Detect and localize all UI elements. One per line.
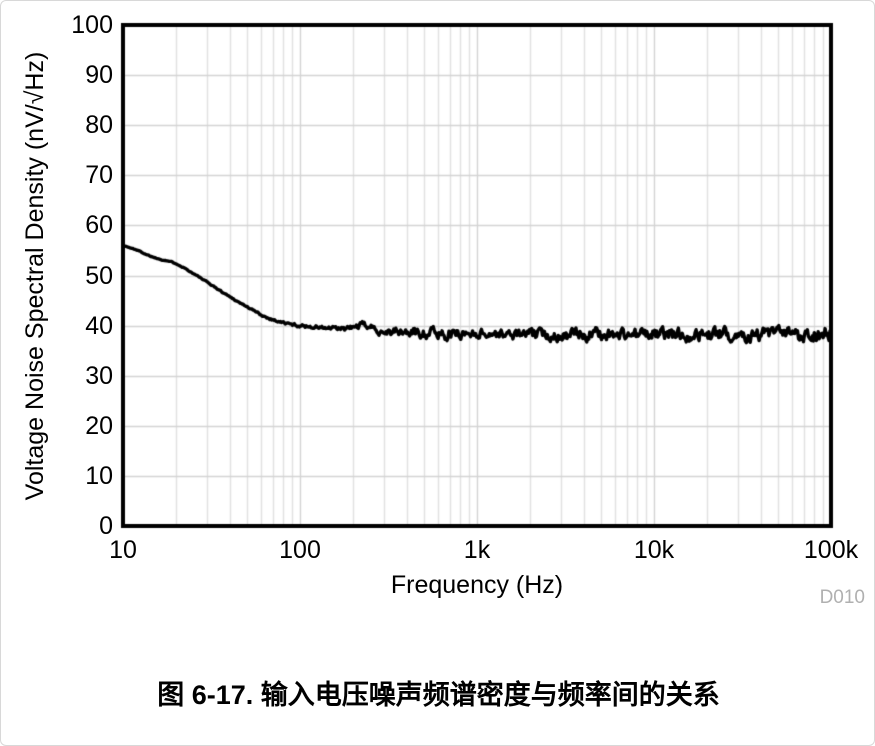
y-tick-100: 100: [71, 11, 113, 39]
figure-caption-number: 图 6-17.: [157, 680, 254, 710]
y-tick-90: 90: [85, 61, 113, 90]
figure-caption: 图 6-17. 输入电压噪声频谱密度与频率间的关系: [1, 673, 874, 712]
y-tick-60: 60: [85, 211, 113, 240]
x-tick-100k: 100k: [803, 536, 859, 564]
x-tick-10: 10: [109, 536, 137, 564]
x-tick-100: 100: [279, 536, 321, 564]
y-tick-80: 80: [85, 111, 113, 140]
y-tick-0: 0: [99, 512, 113, 540]
x-tick-10k: 10k: [633, 536, 675, 564]
y-tick-70: 70: [85, 161, 113, 190]
y-tick-30: 30: [85, 361, 113, 390]
x-axis-label: Frequency (Hz): [390, 571, 564, 599]
y-tick-40: 40: [85, 311, 113, 340]
y-tick-50: 50: [85, 261, 113, 290]
figure-caption-title: 输入电压噪声频谱密度与频率间的关系: [260, 680, 720, 710]
y-tick-20: 20: [85, 411, 113, 440]
y-tick-10: 10: [85, 461, 113, 490]
plot-id-watermark: D010: [819, 587, 865, 608]
x-tick-1k: 1k: [463, 536, 491, 564]
